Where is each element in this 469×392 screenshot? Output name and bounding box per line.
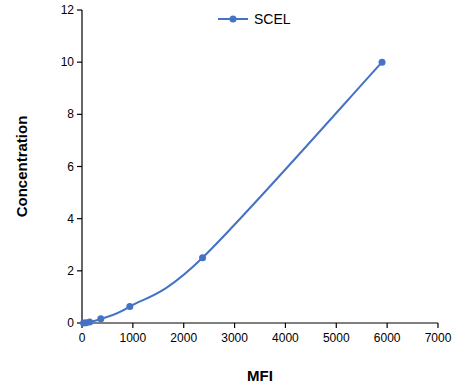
x-axis-title: MFI bbox=[247, 367, 273, 384]
y-tick-label: 10 bbox=[61, 55, 75, 69]
chart: 0 2 4 6 8 10 12 0 1000 2000 3000 4000 5000 6000 7000 MF… bbox=[0, 0, 469, 392]
x-tick-label: 7000 bbox=[425, 331, 452, 345]
x-tick bbox=[285, 323, 286, 328]
point bbox=[199, 254, 206, 261]
point bbox=[379, 59, 386, 66]
x-tick-label: 5000 bbox=[323, 331, 350, 345]
x-tick bbox=[437, 323, 438, 328]
y-tick bbox=[77, 114, 82, 115]
x-tick-label: 1000 bbox=[120, 331, 147, 345]
y-tick bbox=[77, 62, 82, 63]
x-tick bbox=[132, 323, 133, 328]
y-axis-title: Concentration bbox=[13, 116, 30, 218]
y-tick bbox=[77, 166, 82, 167]
y-tick-label: 4 bbox=[67, 212, 74, 226]
point bbox=[126, 303, 133, 310]
x-tick bbox=[183, 323, 184, 328]
x-tick bbox=[336, 323, 337, 328]
legend-label: SCEL bbox=[254, 11, 291, 27]
point bbox=[86, 318, 93, 325]
point bbox=[97, 315, 104, 322]
x-tick bbox=[234, 323, 235, 328]
x-tick-label: 3000 bbox=[221, 331, 248, 345]
plot-area bbox=[80, 59, 386, 327]
x-tick-label: 0 bbox=[79, 331, 86, 345]
x-axis bbox=[82, 322, 438, 323]
x-tick bbox=[387, 323, 388, 328]
series-line bbox=[84, 62, 383, 323]
x-tick-label: 2000 bbox=[170, 331, 197, 345]
y-tick-label: 8 bbox=[67, 107, 74, 121]
y-tick bbox=[77, 218, 82, 219]
legend-marker bbox=[230, 16, 237, 23]
y-tick bbox=[77, 9, 82, 10]
y-tick bbox=[77, 270, 82, 271]
y-tick-label: 12 bbox=[61, 3, 75, 17]
x-tick-label: 6000 bbox=[374, 331, 401, 345]
y-tick-label: 2 bbox=[67, 264, 74, 278]
x-tick-label: 4000 bbox=[272, 331, 299, 345]
y-tick-label: 0 bbox=[67, 316, 74, 330]
y-tick-label: 6 bbox=[67, 160, 74, 174]
